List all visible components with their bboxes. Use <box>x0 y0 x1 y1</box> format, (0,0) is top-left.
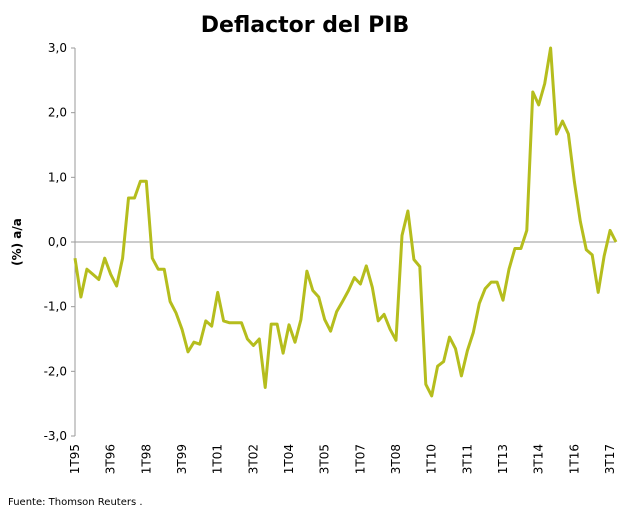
x-tick-label: 3T99 <box>175 444 189 474</box>
y-tick-label: -1,0 <box>44 300 67 314</box>
y-tick-label: 3,0 <box>48 41 67 55</box>
x-tick-label: 3T11 <box>460 444 474 474</box>
y-tick-label: -2,0 <box>44 364 67 378</box>
x-tick-label: 1T07 <box>353 444 367 474</box>
x-tick-label: 3T08 <box>389 444 403 474</box>
y-tick-label: 1,0 <box>48 170 67 184</box>
series-line <box>73 46 618 398</box>
x-tick-label: 3T14 <box>532 444 546 474</box>
x-tick-label: 1T04 <box>282 444 296 474</box>
x-tick-label: 1T01 <box>211 444 225 474</box>
source-note: Fuente: Thomson Reuters . <box>8 497 143 508</box>
y-axis-label: (%) a/a <box>10 218 24 266</box>
x-tick-label: 1T98 <box>139 444 153 474</box>
x-tick-label: 3T96 <box>104 444 118 474</box>
y-tick-label: 2,0 <box>48 106 67 120</box>
x-ticks: 1T95 3T96 1T98 3T99 1T01 3T02 1T04 3T05 1T07 3T08… <box>68 444 617 474</box>
chart-title: Deflactor del PIB <box>201 13 409 38</box>
x-tick-label: 1T13 <box>496 444 510 474</box>
x-tick-label: 3T05 <box>318 444 332 474</box>
y-tick-label: 0,0 <box>48 235 67 249</box>
x-tick-label: 1T95 <box>68 444 82 474</box>
x-tick-label: 3T17 <box>603 444 617 474</box>
x-tick-label: 1T16 <box>567 444 581 474</box>
x-tick-label: 1T10 <box>425 444 439 474</box>
series-group <box>73 46 618 398</box>
y-ticks: 3,0 2,0 1,0 0,0 -1,0 -2,0 -3,0 <box>44 41 75 443</box>
y-tick-label: -3,0 <box>44 429 67 443</box>
x-tick-label: 3T02 <box>246 444 260 474</box>
